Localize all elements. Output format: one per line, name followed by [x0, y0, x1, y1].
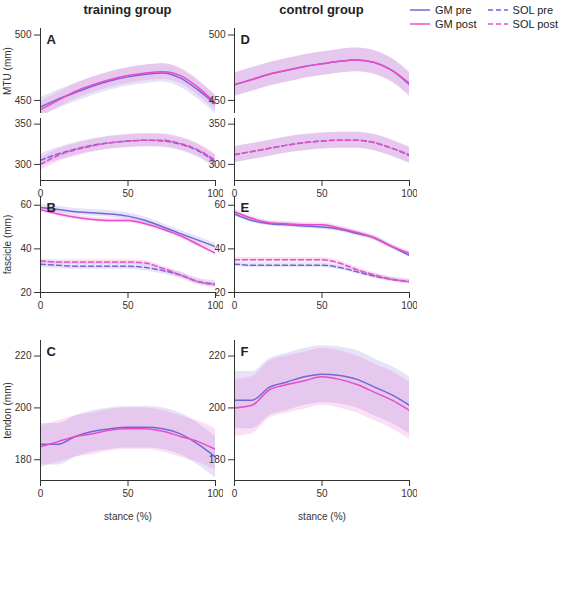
- svg-text:0: 0: [38, 300, 44, 311]
- svg-text:450: 450: [209, 95, 226, 106]
- svg-text:20: 20: [20, 287, 32, 298]
- html-text:SOL post: SOL post: [512, 18, 558, 30]
- svg-text:50: 50: [316, 300, 328, 311]
- svg-text:180: 180: [15, 454, 32, 465]
- html-text:GM pre: GM pre: [435, 4, 472, 16]
- svg-text:stance (%): stance (%): [104, 511, 152, 522]
- html-text:training group: training group: [83, 2, 172, 17]
- svg-text:100: 100: [401, 300, 417, 311]
- svg-text:F: F: [241, 344, 249, 359]
- svg-text:500: 500: [15, 29, 32, 40]
- svg-text:500: 500: [209, 29, 226, 40]
- svg-text:220: 220: [209, 350, 226, 361]
- svg-text:60: 60: [214, 199, 226, 210]
- svg-text:100: 100: [207, 188, 223, 199]
- svg-text:0: 0: [37, 187, 44, 199]
- svg-text:40: 40: [214, 243, 226, 254]
- svg-text:220: 220: [15, 350, 32, 361]
- svg-text:0: 0: [232, 300, 238, 311]
- svg-text:E: E: [241, 200, 250, 215]
- svg-text:200: 200: [209, 402, 226, 413]
- svg-text:100: 100: [401, 188, 417, 199]
- svg-text:stance (%): stance (%): [298, 511, 346, 522]
- svg-text:50: 50: [316, 188, 328, 199]
- svg-text:450: 450: [15, 95, 32, 106]
- svg-text:100: 100: [401, 488, 417, 499]
- svg-text:350: 350: [15, 118, 32, 129]
- svg-text:100: 100: [207, 488, 223, 499]
- svg-text:60: 60: [20, 199, 32, 210]
- svg-text:100: 100: [207, 300, 223, 311]
- svg-text:300: 300: [209, 159, 226, 170]
- svg-text:20: 20: [214, 287, 226, 298]
- svg-text:0: 0: [38, 488, 44, 499]
- svg-text:350: 350: [209, 118, 226, 129]
- html-text:SOL pre: SOL pre: [512, 4, 554, 16]
- svg-text:50: 50: [122, 488, 134, 499]
- svg-text:50: 50: [122, 300, 134, 311]
- svg-text:B: B: [47, 200, 56, 215]
- svg-text:A: A: [47, 32, 57, 47]
- svg-text:40: 40: [20, 243, 32, 254]
- svg-text:200: 200: [15, 402, 32, 413]
- svg-text:D: D: [241, 32, 250, 47]
- svg-text:50: 50: [122, 188, 134, 199]
- svg-text:300: 300: [15, 159, 32, 170]
- svg-text:tendon (mm): tendon (mm): [2, 382, 13, 439]
- svg-text:50: 50: [316, 488, 328, 499]
- svg-text:C: C: [47, 344, 57, 359]
- html-text:control group: control group: [279, 2, 364, 17]
- svg-text:0: 0: [232, 488, 238, 499]
- svg-text:0: 0: [231, 187, 238, 199]
- svg-text:fascicle (mm): fascicle (mm): [2, 215, 13, 274]
- svg-text:MTU (mm): MTU (mm): [2, 47, 13, 95]
- html-text:GM post: GM post: [435, 18, 477, 30]
- svg-text:180: 180: [209, 454, 226, 465]
